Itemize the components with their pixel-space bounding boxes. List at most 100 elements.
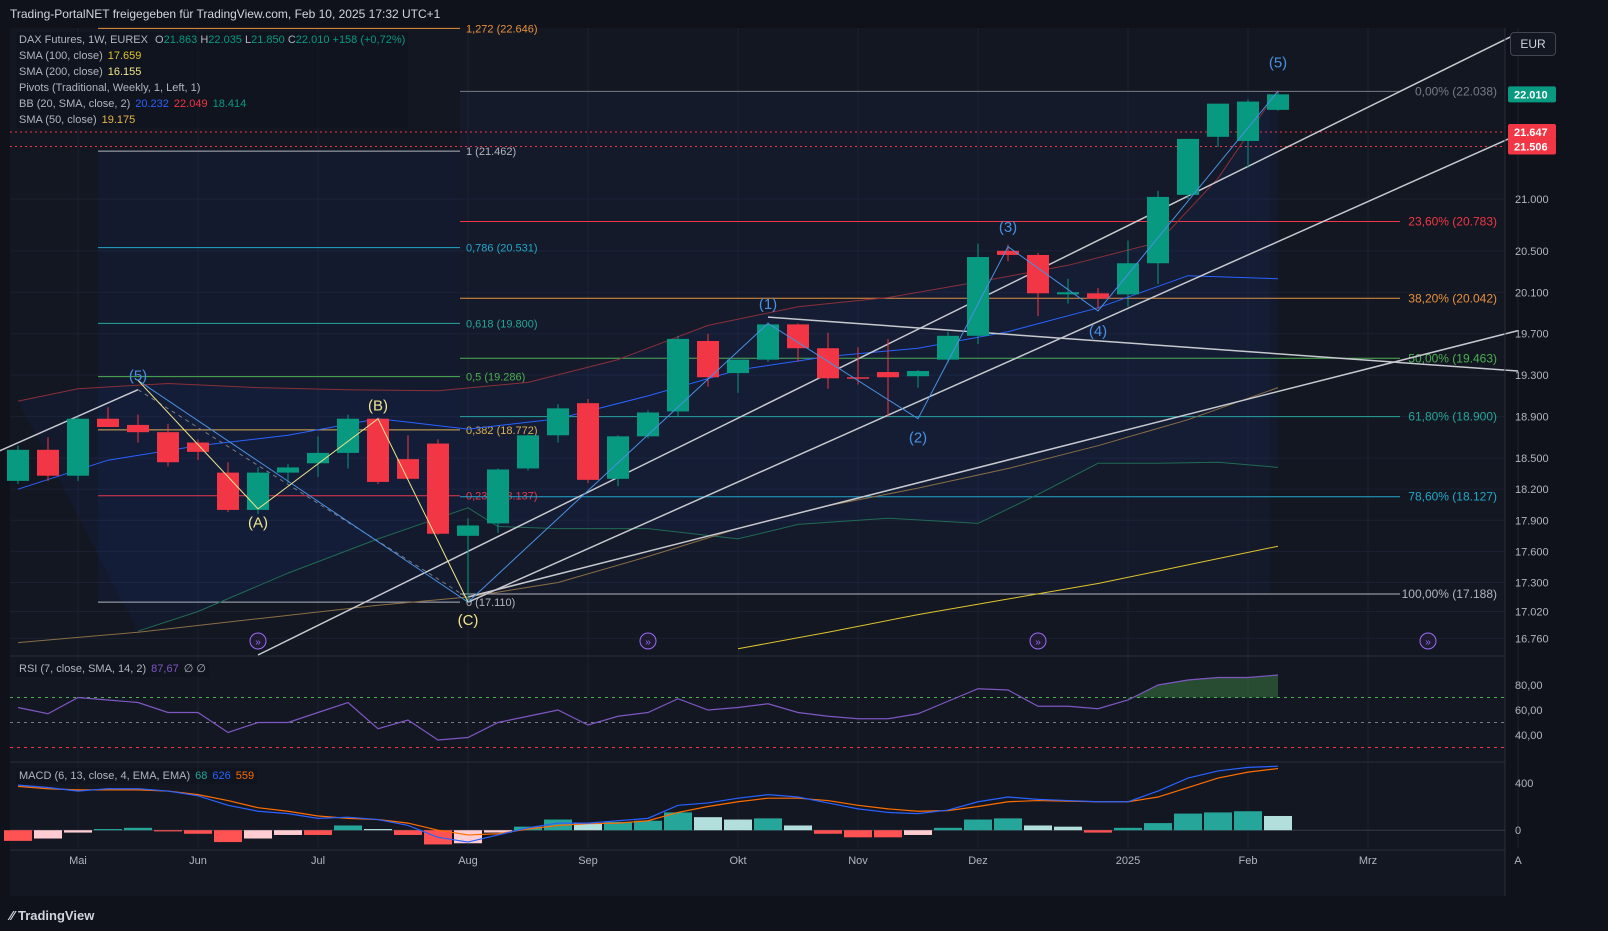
macd-hist-bar — [874, 830, 902, 838]
fib-left-label: 1,272 (22.646) — [466, 23, 538, 35]
l-value: 21.850 — [251, 34, 285, 46]
macd-hist-bar — [784, 825, 812, 831]
trend-line — [467, 134, 1519, 603]
time-axis: Mai Jun Jul Aug Sep Okt Nov Dez 2025 Feb Mrz A — [10, 849, 1522, 867]
legend-sma200: SMA (200, close) 16.155 — [19, 64, 405, 80]
rsi-label: RSI (7, close, SMA, 14, 2) — [19, 663, 147, 675]
pivot-marker-glyph: » — [1035, 637, 1041, 648]
candle-body — [517, 435, 539, 469]
macd-hist-bar — [1264, 815, 1292, 831]
pivot-marker-glyph: » — [1425, 637, 1431, 648]
y-tick-label: 17.300 — [1515, 577, 1549, 589]
macd-hist-bar — [994, 818, 1022, 831]
x-tick-label: Feb — [1239, 855, 1258, 867]
macd-hist-bar — [1114, 827, 1142, 831]
macd-hist-bar — [64, 830, 92, 833]
l-label: L — [245, 34, 252, 46]
o-value: 21.863 — [163, 34, 198, 46]
candle-body — [937, 335, 959, 360]
macd-hist-bar — [184, 830, 212, 834]
bb-basis-value: 20.232 — [135, 98, 169, 110]
macd-hist-bar — [154, 830, 182, 832]
trend-line — [467, 329, 1519, 598]
fib-left-label: 0,786 (20.531) — [466, 243, 538, 255]
change-value: +158 (+0,72%) — [332, 34, 406, 46]
indicator-lines — [17, 89, 1279, 650]
macd-value: 68 — [195, 770, 208, 782]
macd-hist-bar — [1144, 823, 1172, 831]
candle-body — [577, 403, 599, 480]
candle-body — [757, 324, 779, 360]
x-tick-label: Mai — [69, 855, 87, 867]
y-tick-label: 19.300 — [1515, 370, 1549, 382]
trend-line — [767, 316, 1519, 372]
wave-path-correction — [137, 380, 469, 603]
candle-body — [247, 472, 269, 510]
pivot-marker-glyph: » — [645, 637, 651, 648]
macd-hist-bar — [484, 830, 512, 833]
x-tick-label: 2025 — [1116, 855, 1140, 867]
bb-upper-line — [17, 89, 1279, 402]
candle-body — [427, 443, 449, 534]
trend-line — [0, 389, 139, 452]
y-tick-label: 17.900 — [1515, 515, 1549, 527]
candle-body — [1117, 263, 1139, 295]
wave-label: (5) — [129, 367, 147, 384]
price-label-text: 22.010 — [1514, 89, 1548, 101]
macd-hist-bar — [814, 830, 842, 834]
pivot-marker-icon — [639, 632, 657, 650]
candle-body — [157, 432, 179, 463]
tradingview-logo: ⁄⁄ TradingView — [10, 908, 94, 923]
price-label-box — [1508, 138, 1556, 155]
fibonacci-levels: 1,272 (22.646) 1 (21.462) 0,786 (20.531) 0,… — [10, 23, 1505, 609]
macd-tick-label: 400 — [1515, 778, 1533, 790]
y-tick-label: 17.020 — [1515, 606, 1549, 618]
candle-body — [1087, 293, 1109, 299]
bb-lower-value: 18.414 — [212, 98, 247, 110]
macd-hist-bar — [454, 830, 482, 844]
legend-macd: MACD (6, 13, close, 4, EMA, EMA) 68 626 559 — [16, 768, 258, 784]
wave-label: (2) — [909, 430, 927, 447]
macd-hist-bar — [334, 825, 362, 831]
macd-hist-bar — [34, 830, 62, 839]
h-label: H — [200, 34, 209, 46]
macd-hist-bar — [934, 827, 962, 831]
bb-label: BB (20, SMA, close, 2) — [19, 98, 131, 110]
candle-body — [367, 418, 389, 482]
x-tick-label: Nov — [848, 855, 868, 867]
candle-body — [397, 459, 419, 479]
macd-hist-bar — [574, 823, 602, 831]
fib-left-label: 0,618 (19.800) — [466, 318, 538, 330]
candle-body — [997, 250, 1019, 255]
wave-label: (1) — [759, 296, 777, 313]
candle-body — [787, 324, 809, 349]
currency-button[interactable]: EUR — [1510, 32, 1556, 56]
logo-icon: ⁄⁄ — [10, 908, 18, 923]
candle-body — [1057, 292, 1079, 295]
macd-hist-bar — [4, 830, 32, 841]
sma50-line — [17, 387, 1279, 644]
o-label: O — [155, 34, 164, 46]
candle-body — [907, 371, 929, 377]
rsi-overbought-fill — [1128, 675, 1278, 700]
y-tick-label: 17.600 — [1515, 546, 1549, 558]
pivot-marker-icon — [1419, 632, 1437, 650]
candle-body — [547, 408, 569, 436]
pivots-label: Pivots (Traditional, Weekly, 1, Left, 1) — [19, 82, 201, 94]
sma200-value: 16.155 — [107, 66, 142, 78]
macd-hist-bar — [754, 818, 782, 831]
bb-upper-value: 22.049 — [173, 98, 208, 110]
wave-label: (3) — [999, 219, 1017, 236]
pivot-marker-glyph: » — [255, 637, 261, 648]
legend-main: DAX Futures, 1W, EUREX O21.863 H22.035 L… — [16, 32, 409, 128]
macd-hist-bar — [94, 829, 122, 831]
candle-body — [277, 467, 299, 473]
grid — [10, 28, 1519, 848]
macd-hist-bar — [244, 830, 272, 839]
macd-hist-bar — [694, 817, 722, 831]
bb-lower-line — [137, 461, 1279, 632]
header-bar: Trading-PortalNET freigegeben für Tradin… — [0, 0, 1608, 28]
macd-line — [17, 765, 1279, 843]
x-tick-label: Mrz — [1359, 855, 1377, 867]
